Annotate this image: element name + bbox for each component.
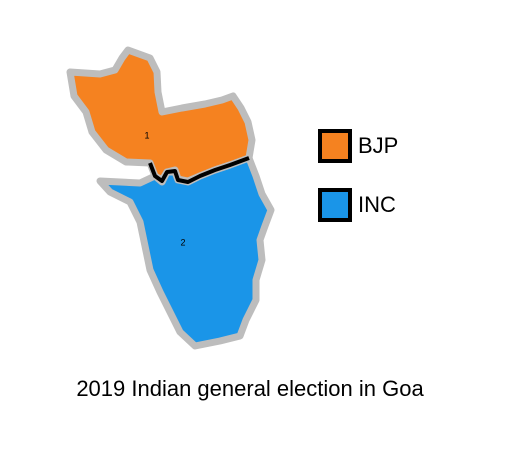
legend-swatch xyxy=(318,188,352,222)
legend-swatch xyxy=(318,129,352,163)
legend: BJP INC xyxy=(318,129,398,222)
region-label: 1 xyxy=(144,130,149,140)
constituency-boundary xyxy=(148,156,250,184)
map-title: 2019 Indian general election in Goa xyxy=(76,376,424,401)
region-label: 2 xyxy=(180,237,185,247)
legend-label: INC xyxy=(358,192,396,217)
map: 1 2 xyxy=(66,46,275,350)
legend-label: BJP xyxy=(358,133,398,158)
